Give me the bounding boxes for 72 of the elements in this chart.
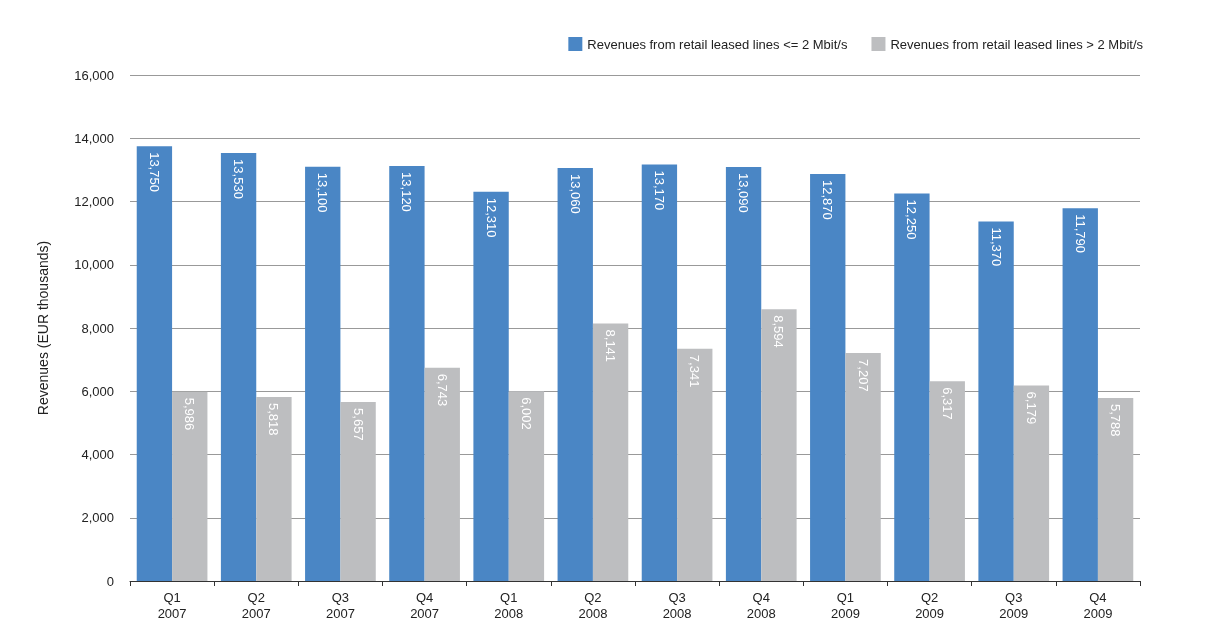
data-label: 13,750 [146,152,162,192]
y-tick-label: 2,000 [81,510,114,526]
bar [557,167,593,581]
y-tick-label: 14,000 [74,130,114,146]
data-label: 5,986 [182,397,198,431]
bar [929,381,965,581]
x-tick-label: Q4 2008 [746,589,776,621]
bar [424,367,460,581]
data-label: 7,341 [687,354,703,388]
data-label: 8,594 [771,315,787,348]
bar [592,323,629,581]
x-tick-label: Q4 2009 [1083,589,1113,621]
bar [172,391,208,581]
y-tick-label: 8,000 [81,320,114,336]
bar [641,164,678,581]
y-axis-title: Revenues (EUR thousands) [35,240,51,416]
data-label: 11,790 [1072,214,1088,253]
data-label: 13,530 [231,159,247,199]
bar [894,193,930,581]
data-label: 13,060 [567,173,583,214]
data-label: 8,141 [603,329,619,363]
data-label: 12,250 [904,199,920,240]
data-label: 7,207 [855,359,871,392]
data-label: 5,818 [266,403,282,436]
x-tick-label: Q2 2008 [578,589,608,621]
data-label: 6,002 [518,397,534,430]
y-tick-label: 0 [106,573,114,589]
x-tick-label: Q1 2008 [494,589,524,621]
data-label: 12,870 [820,179,836,220]
bar [136,146,173,581]
y-tick-label: 10,000 [74,257,114,273]
data-label: 5,788 [1108,403,1124,437]
x-tick-label: Q4 2007 [410,589,440,621]
bar [1097,397,1134,581]
y-tick-label: 16,000 [74,67,114,83]
bar [810,173,846,581]
data-label: 13,090 [736,173,752,213]
legend-label: Revenues from retail leased lines <= 2 Mbit/s [587,36,848,52]
data-label: 13,170 [651,170,667,211]
bar [305,166,341,581]
x-tick-label: Q2 2007 [241,589,271,621]
bar [725,167,762,581]
x-tick-label: Q3 2008 [662,589,692,621]
x-tick-label: Q3 2007 [325,589,355,621]
x-tick-label: Q3 2009 [999,589,1029,621]
bar [761,309,797,581]
data-label: 13,120 [399,172,415,212]
y-tick-label: 12,000 [74,194,114,209]
y-tick-label: 4,000 [81,447,114,462]
bar [473,191,509,581]
data-label: 6,179 [1023,391,1039,425]
bar [256,397,292,581]
x-tick-label: Q1 2007 [157,589,187,621]
data-label: 12,310 [483,197,499,238]
bar [677,348,713,581]
data-label: 13,100 [315,172,331,213]
bar [978,221,1014,581]
data-label: 5,657 [350,408,366,441]
bar [340,402,376,581]
x-tick-label: Q1 2009 [830,589,860,621]
bar [845,353,881,581]
x-tick-label: Q2 2009 [915,589,945,621]
y-tick-label: 6,000 [81,383,114,399]
data-label: 6,743 [434,373,450,407]
data-label: 11,370 [988,227,1004,267]
data-label: 6,317 [939,387,955,420]
bar [508,391,545,581]
bar [1013,385,1050,581]
bar [220,153,257,581]
bar [1062,208,1098,581]
legend-label: Revenues from retail leased lines > 2 Mbit/s [890,36,1144,52]
bar [389,166,425,581]
